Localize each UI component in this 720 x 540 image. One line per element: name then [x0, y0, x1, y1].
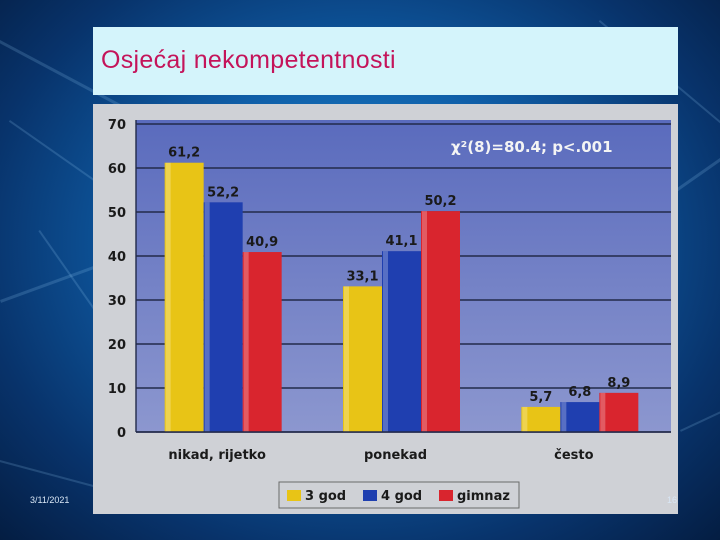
legend-swatch [439, 490, 453, 501]
bar [521, 406, 561, 432]
stat-annotation: χ²(8)=80.4; p<.001 [451, 138, 613, 156]
y-tick-label: 30 [108, 294, 126, 309]
x-tick-label: često [554, 448, 593, 463]
bar [164, 162, 204, 432]
bar-highlight [522, 406, 528, 432]
legend-box [278, 481, 520, 509]
page-number: 16 [667, 495, 678, 505]
chart-panel: 0 10 20 30 40 50 60 70 61,2 52,2 40,9 nikad, rijetk… [93, 104, 678, 514]
title-panel: Osjećaj nekompetentnosti [93, 27, 678, 95]
data-label: 33,1 [346, 269, 378, 284]
y-tick-label: 50 [108, 206, 126, 221]
y-tick-label: 40 [108, 250, 126, 265]
data-label: 6,8 [568, 385, 591, 400]
bar-highlight [422, 211, 427, 432]
bar [599, 392, 639, 432]
y-tick-label: 0 [117, 426, 126, 441]
y-tick-label: 60 [108, 162, 126, 177]
data-label: 41,1 [385, 234, 417, 249]
bar [560, 402, 600, 432]
data-label: 5,7 [529, 390, 552, 405]
bar-highlight [561, 402, 567, 432]
x-tick-label: nikad, rijetko [168, 448, 266, 463]
background-streak [680, 404, 720, 432]
legend-label: gimnaz [457, 489, 510, 504]
bar [382, 251, 421, 432]
bar-highlight [344, 286, 349, 432]
bar [421, 211, 460, 432]
data-label: 8,9 [607, 376, 630, 391]
legend-swatch [287, 490, 301, 501]
legend-swatch [363, 490, 377, 501]
bar [343, 286, 382, 432]
legend-label: 4 god [381, 489, 422, 504]
slide-title: Osjećaj nekompetentnosti [101, 46, 396, 74]
y-tick-label: 70 [108, 118, 126, 133]
bar-highlight [243, 252, 249, 432]
data-label: 61,2 [168, 146, 200, 161]
bar-chart: 0 10 20 30 40 50 60 70 61,2 52,2 40,9 nikad, rijetk… [108, 118, 671, 509]
bar-highlight [383, 251, 388, 432]
bar [203, 202, 243, 432]
data-label: 50,2 [424, 194, 456, 209]
data-label: 52,2 [207, 185, 239, 200]
data-label: 40,9 [246, 235, 278, 250]
bar-highlight [600, 392, 606, 432]
bar-highlight [204, 202, 210, 432]
bar-highlight [165, 162, 171, 432]
bar [242, 252, 282, 432]
y-tick-label: 20 [108, 338, 126, 353]
x-tick-label: ponekad [364, 448, 427, 463]
slide-date: 3/11/2021 [30, 495, 70, 505]
legend-label: 3 god [305, 489, 346, 504]
y-tick-label: 10 [108, 382, 126, 397]
